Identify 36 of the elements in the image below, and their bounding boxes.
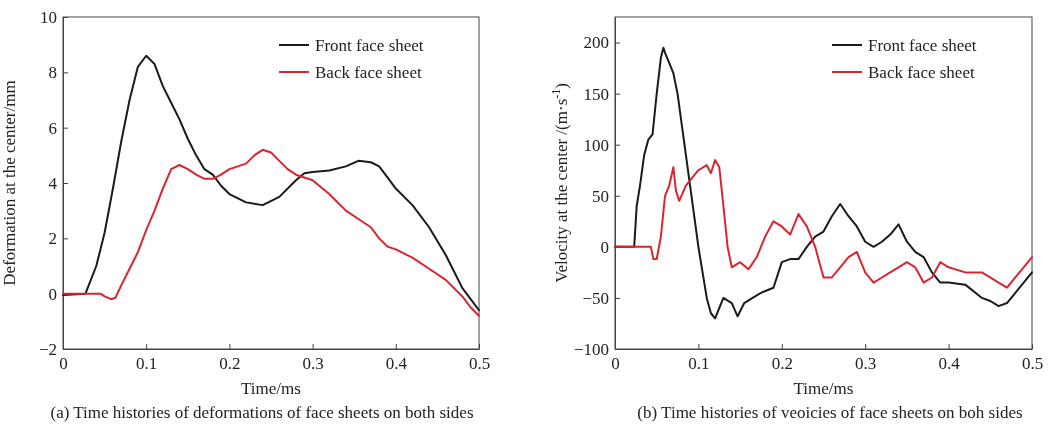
- y-tick-label: −50: [582, 288, 609, 308]
- line-series: [62, 148, 480, 317]
- y-tick-label: 4: [48, 173, 58, 193]
- x-tick-label: 0.1: [688, 354, 710, 374]
- x-tick-label: 0.5: [1021, 354, 1044, 374]
- x-axis-title: Time/ms: [793, 379, 854, 398]
- y-axis-title: Deformation at the center/mm: [0, 80, 19, 286]
- y-tick-label: 10: [40, 7, 57, 27]
- x-tick-label: 0.4: [385, 354, 408, 374]
- y-tick-label: −100: [573, 339, 609, 359]
- text: (a) Time histories of deformations of face sheets on both sides: [50, 403, 474, 422]
- y-tick-label: −2: [38, 339, 57, 359]
- y-tick-label: 50: [592, 186, 609, 206]
- line-series: [614, 159, 1033, 289]
- y-tick-label: 100: [583, 135, 609, 155]
- y-tick-label: 8: [48, 63, 57, 83]
- y-tick-label: 0: [48, 284, 57, 304]
- x-tick-label: 0.3: [855, 354, 877, 374]
- x-tick-label: 0.1: [136, 354, 158, 374]
- y-tick-label: 6: [48, 118, 57, 138]
- legend-label: Front face sheet: [315, 36, 424, 55]
- x-tick-label: 0.2: [219, 354, 241, 374]
- y-tick-label: 2: [48, 229, 57, 249]
- x-tick-label: 0.3: [302, 354, 324, 374]
- x-axis-title: Time/ms: [241, 379, 301, 398]
- y-tick-label: 150: [583, 84, 609, 104]
- legend-label: Back face sheet: [868, 63, 975, 82]
- y-tick-label: 200: [583, 33, 609, 53]
- text: (b) Time histories of veoicies of face sheets on boh sides: [637, 403, 1023, 422]
- legend-label: Front face sheet: [868, 36, 977, 55]
- legend-label: Back face sheet: [315, 63, 422, 82]
- line-series: [62, 54, 480, 312]
- x-tick-label: 0.2: [771, 354, 793, 374]
- x-tick-label: 0.5: [468, 354, 491, 374]
- x-tick-label: 0.4: [938, 354, 961, 374]
- y-tick-label: 0: [600, 237, 609, 257]
